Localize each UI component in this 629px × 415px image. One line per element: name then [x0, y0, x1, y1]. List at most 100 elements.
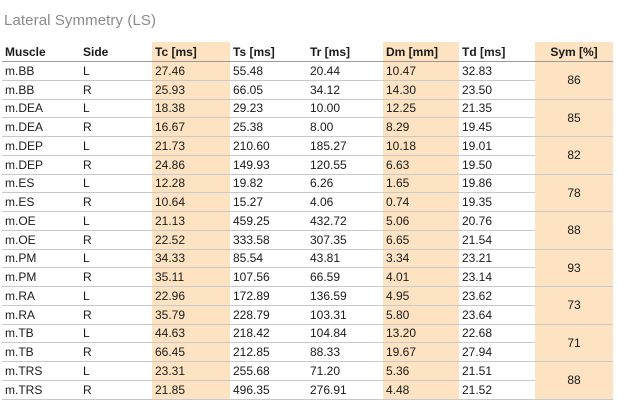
cell-sym: 85	[535, 99, 613, 137]
cell-tc: 35.11	[152, 267, 230, 287]
cell-ts: 85.54	[230, 249, 307, 269]
cell-tr: 103.31	[307, 305, 383, 325]
header-ts: Ts [ms]	[230, 42, 307, 62]
cell-tc: 18.38	[152, 99, 230, 119]
cell-dm: 4.01	[383, 267, 459, 287]
cell-sym: 82	[535, 136, 613, 175]
cell-dm: 10.18	[383, 136, 459, 156]
cell-tc: 35.79	[152, 305, 230, 325]
cell-td: 19.01	[459, 136, 535, 156]
cell-ts: 29.23	[230, 99, 307, 119]
cell-tr: 185.27	[307, 136, 383, 156]
table-row: m.RA L 22.96 172.89 136.59 4.95 23.62 73	[2, 286, 613, 325]
table-row: m.OE L 21.13 459.25 432.72 5.06 20.76 88	[2, 211, 613, 250]
cell-ts: 55.48	[230, 61, 307, 81]
cell-dm: 4.95	[383, 286, 459, 306]
cell-side: L	[80, 61, 152, 81]
cell-tr: 120.55	[307, 155, 383, 175]
cell-muscle: m.TRS	[2, 380, 80, 400]
cell-td: 32.83	[459, 61, 535, 81]
table-row: m.RA R 35.79 228.79 103.31 5.80 23.64	[2, 305, 613, 325]
cell-ts: 107.56	[230, 267, 307, 287]
cell-tc: 23.31	[152, 361, 230, 381]
cell-dm: 13.20	[383, 324, 459, 344]
cell-tc: 34.33	[152, 249, 230, 269]
cell-tc: 44.63	[152, 324, 230, 344]
cell-tc: 25.93	[152, 80, 230, 100]
cell-muscle: m.OE	[2, 230, 80, 250]
cell-muscle: m.DEA	[2, 117, 80, 137]
cell-dm: 14.30	[383, 80, 459, 100]
cell-ts: 210.60	[230, 136, 307, 156]
table-row: m.BB L 27.46 55.48 20.44 10.47 32.83 86	[2, 61, 613, 100]
cell-dm: 1.65	[383, 174, 459, 194]
cell-ts: 333.58	[230, 230, 307, 250]
cell-side: R	[80, 230, 152, 250]
cell-muscle: m.OE	[2, 211, 80, 231]
cell-sym: 73	[535, 286, 613, 325]
table-row: m.ES L 12.28 19.82 6.26 1.65 19.86 78	[2, 174, 613, 212]
cell-muscle: m.TB	[2, 324, 80, 344]
cell-tr: 104.84	[307, 324, 383, 344]
cell-td: 23.14	[459, 267, 535, 287]
cell-tr: 6.26	[307, 174, 383, 194]
cell-dm: 10.47	[383, 61, 459, 81]
cell-muscle: m.RA	[2, 286, 80, 306]
cell-tc: 24.86	[152, 155, 230, 175]
header-muscle: Muscle	[2, 42, 80, 62]
cell-td: 19.35	[459, 192, 535, 212]
lateral-symmetry-table: Muscle Side Tc [ms] Ts [ms] Tr [ms] Dm […	[2, 42, 613, 400]
cell-sym: 71	[535, 324, 613, 362]
table-row: m.TB R 66.45 212.85 88.33 19.67 27.94	[2, 342, 613, 362]
header-row: Muscle Side Tc [ms] Ts [ms] Tr [ms] Dm […	[2, 42, 613, 62]
cell-sym: 93	[535, 249, 613, 287]
header-tc: Tc [ms]	[152, 42, 230, 62]
cell-sym: 88	[535, 211, 613, 250]
cell-td: 23.62	[459, 286, 535, 306]
cell-tc: 10.64	[152, 192, 230, 212]
cell-muscle: m.PM	[2, 267, 80, 287]
cell-dm: 8.29	[383, 117, 459, 137]
cell-tc: 21.13	[152, 211, 230, 231]
header-side: Side	[80, 42, 152, 62]
cell-tr: 20.44	[307, 61, 383, 81]
cell-td: 23.50	[459, 80, 535, 100]
cell-sym: 86	[535, 61, 613, 100]
table-row: m.PM L 34.33 85.54 43.81 3.34 23.21 93	[2, 249, 613, 287]
cell-tr: 276.91	[307, 380, 383, 400]
cell-side: R	[80, 80, 152, 100]
header-dm: Dm [mm]	[383, 42, 459, 62]
cell-muscle: m.RA	[2, 305, 80, 325]
table-row: m.BB R 25.93 66.05 34.12 14.30 23.50	[2, 80, 613, 100]
header-sym: Sym [%]	[535, 42, 613, 62]
cell-tc: 21.85	[152, 380, 230, 400]
cell-tr: 71.20	[307, 361, 383, 381]
cell-td: 21.51	[459, 361, 535, 381]
cell-td: 19.50	[459, 155, 535, 175]
cell-td: 22.68	[459, 324, 535, 344]
cell-side: R	[80, 342, 152, 362]
cell-td: 21.52	[459, 380, 535, 400]
cell-side: L	[80, 324, 152, 344]
cell-tr: 43.81	[307, 249, 383, 269]
cell-muscle: m.ES	[2, 174, 80, 194]
cell-tc: 21.73	[152, 136, 230, 156]
cell-dm: 6.65	[383, 230, 459, 250]
cell-side: L	[80, 286, 152, 306]
cell-muscle: m.DEA	[2, 99, 80, 119]
cell-ts: 496.35	[230, 380, 307, 400]
table-body: m.BB L 27.46 55.48 20.44 10.47 32.83 86 m.BB R 25.…	[2, 61, 613, 400]
cell-muscle: m.PM	[2, 249, 80, 269]
cell-side: L	[80, 99, 152, 119]
cell-td: 27.94	[459, 342, 535, 362]
table-row: m.OE R 22.52 333.58 307.35 6.65 21.54	[2, 230, 613, 250]
table-row: m.DEA R 16.67 25.38 8.00 8.29 19.45	[2, 117, 613, 137]
cell-tr: 432.72	[307, 211, 383, 231]
table-row: m.TB L 44.63 218.42 104.84 13.20 22.68 71	[2, 324, 613, 362]
cell-ts: 66.05	[230, 80, 307, 100]
cell-td: 20.76	[459, 211, 535, 231]
cell-muscle: m.TB	[2, 342, 80, 362]
cell-ts: 25.38	[230, 117, 307, 137]
cell-side: R	[80, 305, 152, 325]
cell-dm: 5.06	[383, 211, 459, 231]
